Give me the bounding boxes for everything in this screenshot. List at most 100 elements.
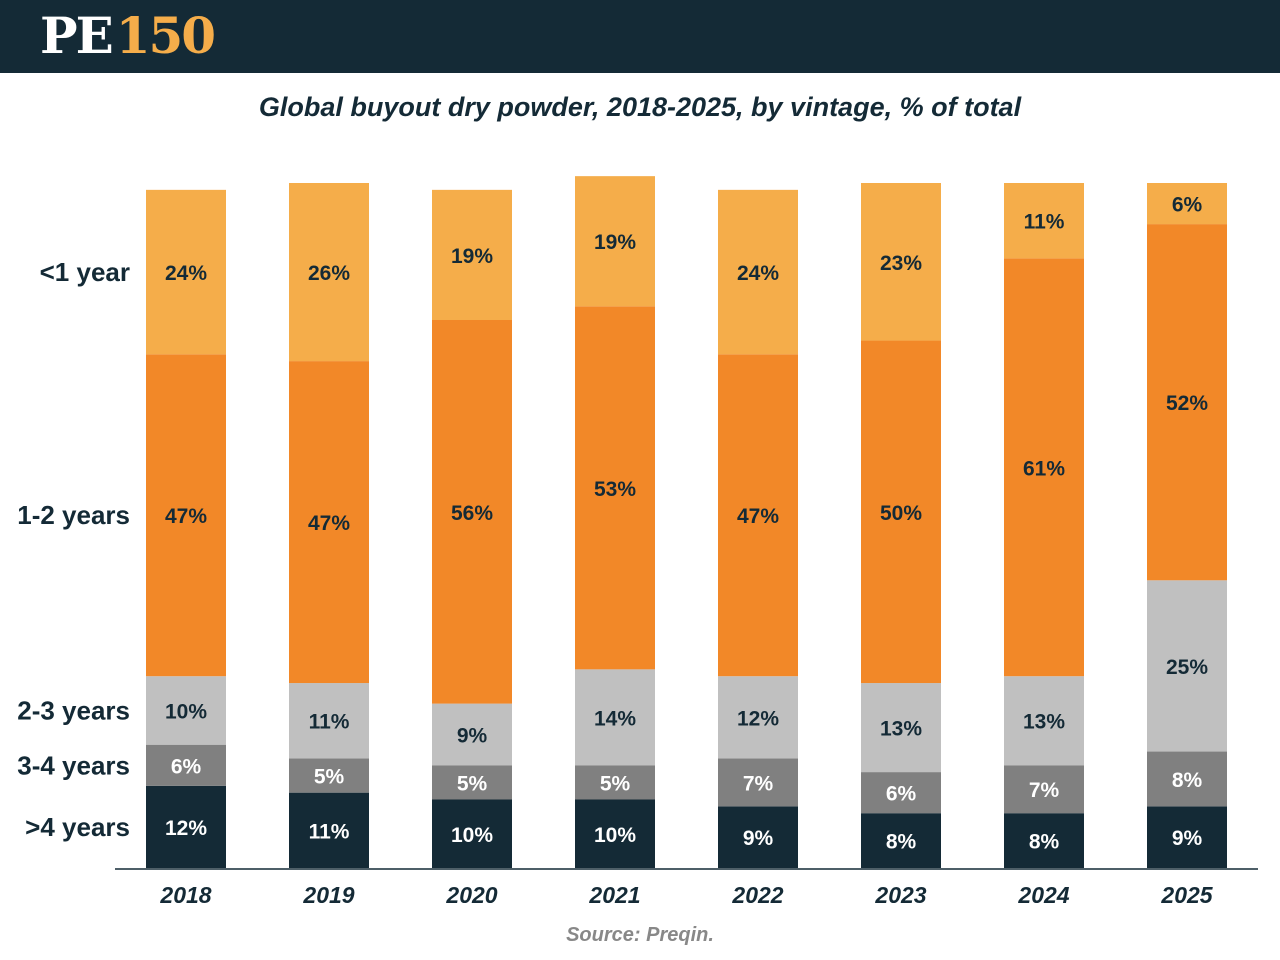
bar-gt4-2025 — [1147, 806, 1227, 868]
data-label-y23-2018: 10% — [165, 700, 207, 723]
data-label-gt4-2018: 12% — [165, 817, 207, 840]
x-tick-label-2021: 2021 — [588, 882, 640, 908]
data-label-lt1-2025: 6% — [1172, 194, 1203, 217]
data-label-y23-2022: 12% — [737, 707, 779, 730]
pe150-logo: PE150 — [40, 6, 216, 65]
x-tick-label-2020: 2020 — [445, 882, 497, 908]
bar-gt4-2024 — [1004, 813, 1084, 868]
bar-gt4-2018 — [146, 785, 226, 868]
data-label-y23-2021: 14% — [594, 707, 636, 730]
data-label-y12-2023: 50% — [880, 502, 922, 525]
bar-y23-2024 — [1004, 676, 1084, 766]
data-label-lt1-2024: 11% — [1024, 211, 1065, 234]
bar-lt1-2021 — [575, 176, 655, 307]
data-label-gt4-2020: 10% — [451, 824, 493, 847]
x-tick-label-2023: 2023 — [874, 882, 926, 908]
row-label-1: 1-2 years — [17, 500, 130, 530]
bar-y34-2020 — [432, 765, 512, 800]
data-label-lt1-2019: 26% — [308, 262, 350, 285]
data-label-y34-2021: 5% — [600, 772, 631, 795]
data-label-y12-2019: 47% — [308, 512, 350, 535]
bar-y12-2022 — [718, 354, 798, 677]
bar-y23-2023 — [861, 683, 941, 773]
data-label-gt4-2021: 10% — [594, 824, 636, 847]
row-label-0: <1 year — [40, 257, 130, 287]
data-label-y23-2025: 25% — [1166, 656, 1208, 679]
data-label-lt1-2018: 24% — [165, 262, 207, 285]
bar-lt1-2019 — [289, 183, 369, 362]
data-label-y23-2020: 9% — [457, 724, 488, 747]
data-label-y12-2022: 47% — [737, 505, 779, 528]
bar-lt1-2018 — [146, 189, 226, 355]
data-label-y34-2018: 6% — [171, 755, 202, 778]
data-label-gt4-2025: 9% — [1172, 827, 1203, 850]
bar-gt4-2021 — [575, 799, 655, 868]
data-label-y34-2025: 8% — [1172, 769, 1203, 792]
bar-y34-2023 — [861, 772, 941, 814]
bar-y34-2025 — [1147, 751, 1227, 807]
bar-lt1-2025 — [1147, 183, 1227, 225]
data-label-gt4-2022: 9% — [743, 827, 774, 850]
bar-y34-2022 — [718, 758, 798, 807]
data-label-y12-2018: 47% — [165, 505, 207, 528]
bar-lt1-2024 — [1004, 183, 1084, 259]
bar-lt1-2023 — [861, 183, 941, 341]
bar-lt1-2022 — [718, 189, 798, 355]
bar-gt4-2019 — [289, 792, 369, 868]
x-tick-label-2024: 2024 — [1017, 882, 1069, 908]
data-label-lt1-2023: 23% — [880, 252, 922, 275]
bar-y12-2018 — [146, 354, 226, 677]
data-label-y12-2025: 52% — [1166, 392, 1208, 415]
bar-y12-2020 — [432, 320, 512, 704]
data-label-y23-2023: 13% — [880, 718, 922, 741]
data-label-y34-2022: 7% — [743, 772, 774, 795]
bar-y23-2021 — [575, 669, 655, 766]
x-tick-label-2025: 2025 — [1160, 882, 1213, 908]
data-label-y12-2021: 53% — [594, 478, 636, 501]
bar-y34-2021 — [575, 765, 655, 800]
data-label-y34-2020: 5% — [457, 772, 488, 795]
bar-gt4-2022 — [718, 806, 798, 868]
row-label-2: 2-3 years — [17, 695, 130, 725]
bar-y23-2025 — [1147, 580, 1227, 752]
row-label-3: 3-4 years — [17, 750, 130, 780]
bar-y12-2019 — [289, 361, 369, 684]
data-label-gt4-2023: 8% — [886, 831, 917, 854]
bar-y23-2018 — [146, 676, 226, 745]
bar-y12-2025 — [1147, 224, 1227, 581]
chart-title: Global buyout dry powder, 2018-2025, by … — [258, 92, 1022, 122]
data-label-y23-2024: 13% — [1023, 711, 1065, 734]
data-label-gt4-2019: 11% — [309, 820, 350, 843]
bar-y23-2019 — [289, 683, 369, 759]
data-label-lt1-2021: 19% — [594, 231, 636, 254]
x-tick-label-2022: 2022 — [731, 882, 783, 908]
source-note: Source: Preqin. — [566, 924, 714, 946]
x-tick-label-2019: 2019 — [302, 882, 354, 908]
logo-number-text: 150 — [115, 6, 216, 65]
bar-gt4-2023 — [861, 813, 941, 868]
bar-lt1-2020 — [432, 189, 512, 320]
data-label-y34-2019: 5% — [314, 766, 345, 789]
data-label-lt1-2022: 24% — [737, 262, 779, 285]
header-bar: PE150 — [0, 0, 1280, 73]
bar-y34-2019 — [289, 758, 369, 793]
bar-y12-2023 — [861, 340, 941, 684]
bar-y23-2022 — [718, 676, 798, 759]
bar-gt4-2020 — [432, 799, 512, 868]
x-tick-label-2018: 2018 — [159, 882, 211, 908]
data-label-gt4-2024: 8% — [1029, 831, 1060, 854]
data-label-y34-2023: 6% — [886, 783, 917, 806]
data-label-y12-2020: 56% — [451, 502, 493, 525]
data-label-y34-2024: 7% — [1029, 779, 1060, 802]
bar-y23-2020 — [432, 703, 512, 766]
bar-y12-2024 — [1004, 258, 1084, 677]
row-label-4: >4 years — [25, 812, 130, 842]
bar-y34-2018 — [146, 744, 226, 786]
logo-pe-text: PE — [40, 6, 114, 65]
bar-y12-2021 — [575, 306, 655, 670]
bar-y34-2024 — [1004, 765, 1084, 814]
data-label-y23-2019: 11% — [309, 711, 350, 734]
data-label-y12-2024: 61% — [1023, 457, 1065, 480]
data-label-lt1-2020: 19% — [451, 245, 493, 268]
